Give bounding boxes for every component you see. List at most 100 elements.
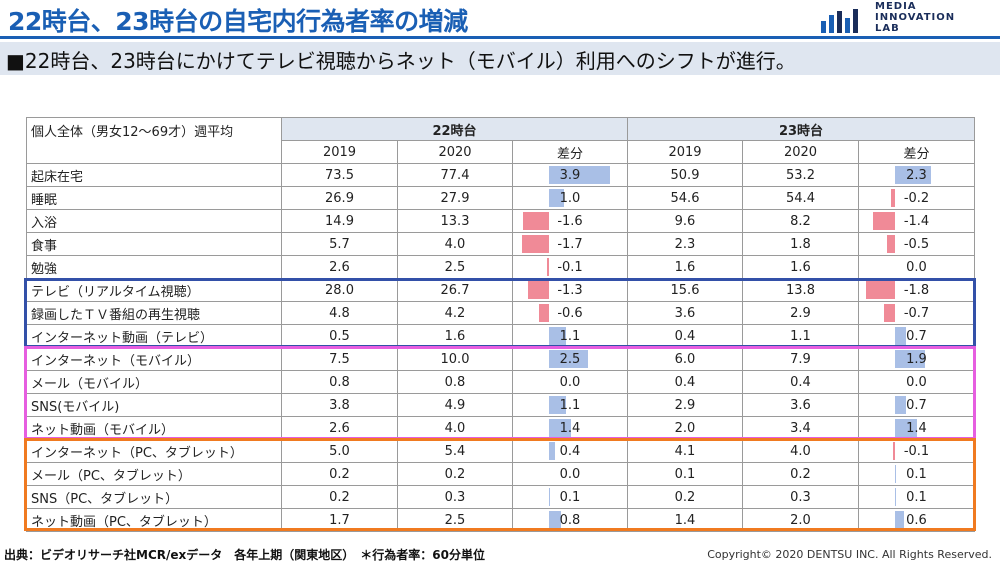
value-22h-2020: 2.5	[397, 508, 513, 532]
table-row: インターネット動画（テレビ） 0.5 1.6 1.1 0.4 1.1 0.7	[26, 324, 975, 348]
row-label: 起床在宅	[26, 163, 282, 187]
logo-bars-icon	[821, 9, 858, 33]
diff-bar	[886, 235, 895, 253]
value-22h-2020: 27.9	[397, 186, 513, 210]
table-row: ネット動画（モバイル） 2.6 4.0 1.4 2.0 3.4 1.4	[26, 416, 975, 440]
diff-bar	[893, 442, 895, 460]
diff-bar	[548, 189, 565, 207]
value-22h-2019: 2.6	[281, 416, 398, 440]
diff-22h: -1.3	[512, 278, 628, 302]
value-23h-2019: 0.4	[627, 324, 743, 348]
value-23h-2019: 9.6	[627, 209, 743, 233]
diff-bar	[894, 396, 906, 414]
diff-value: 0.8	[559, 512, 581, 528]
value-23h-2020: 0.4	[742, 370, 859, 394]
table-row: 睡眠 26.9 27.9 1.0 54.6 54.4 -0.2	[26, 186, 975, 210]
diff-value: -0.6	[557, 305, 583, 321]
table-body: 起床在宅 73.5 77.4 3.9 50.9 53.2 2.3 睡眠 26.9 27.9 1.0 5…	[26, 163, 975, 532]
diff-value: -0.5	[903, 236, 930, 252]
table-row: ネット動画（PC、タブレット） 1.7 2.5 0.8 1.4 2.0 0.6	[26, 508, 975, 532]
value-22h-2020: 4.0	[397, 232, 513, 256]
value-23h-2020: 1.8	[742, 232, 859, 256]
value-23h-2019: 2.0	[627, 416, 743, 440]
media-innovation-lab-logo: MEDIA INNOVATION LAB	[820, 1, 995, 35]
subtitle: ■22時台、23時台にかけてテレビ視聴からネット（モバイル）利用へのシフトが進行…	[6, 49, 796, 73]
header-23h-diff: 差分	[858, 140, 975, 164]
header-23h-2019: 2019	[627, 140, 743, 164]
value-23h-2020: 3.6	[742, 393, 859, 417]
diff-bar	[548, 166, 611, 184]
title-underline	[0, 36, 1000, 39]
diff-bar	[548, 419, 571, 437]
row-label: メール（モバイル）	[26, 370, 282, 394]
diff-value: 1.4	[906, 420, 927, 436]
diff-22h: 0.0	[512, 462, 628, 486]
value-22h-2020: 26.7	[397, 278, 513, 302]
table-row: 入浴 14.9 13.3 -1.6 9.6 8.2 -1.4	[26, 209, 975, 233]
diff-22h: 0.0	[512, 370, 628, 394]
value-22h-2020: 10.0	[397, 347, 513, 371]
row-label: インターネット動画（テレビ）	[26, 324, 282, 348]
value-22h-2020: 77.4	[397, 163, 513, 187]
subtitle-bar	[0, 42, 1000, 75]
diff-value: 0.1	[906, 489, 927, 505]
table-row: SNS(モバイル) 3.8 4.9 1.1 2.9 3.6 0.7	[26, 393, 975, 417]
row-label: テレビ（リアルタイム視聴）	[26, 278, 282, 302]
diff-22h: 0.4	[512, 439, 628, 463]
diff-value: 0.0	[906, 374, 927, 390]
value-23h-2020: 13.8	[742, 278, 859, 302]
value-23h-2019: 0.2	[627, 485, 743, 509]
row-label: SNS（PC、タブレット）	[26, 485, 282, 509]
header-23h: 23時台	[627, 117, 975, 141]
value-23h-2019: 1.4	[627, 508, 743, 532]
header-22h-diff: 差分	[512, 140, 628, 164]
diff-22h: 1.1	[512, 393, 628, 417]
row-label: SNS(モバイル)	[26, 393, 282, 417]
diff-value: -0.7	[903, 305, 930, 321]
value-23h-2019: 3.6	[627, 301, 743, 325]
value-22h-2019: 4.8	[281, 301, 398, 325]
diff-23h: 0.7	[858, 393, 975, 417]
value-22h-2020: 5.4	[397, 439, 513, 463]
table-row: SNS（PC、タブレット） 0.2 0.3 0.1 0.2 0.3 0.1	[26, 485, 975, 509]
copyright: Copyright© 2020 DENTSU INC. All Rights R…	[707, 548, 992, 561]
value-23h-2020: 1.6	[742, 255, 859, 279]
value-23h-2020: 2.0	[742, 508, 859, 532]
diff-22h: -0.1	[512, 255, 628, 279]
value-22h-2020: 0.8	[397, 370, 513, 394]
diff-bar	[891, 189, 895, 207]
diff-value: -1.4	[903, 213, 930, 229]
diff-23h: 0.1	[858, 462, 975, 486]
diff-23h: -1.8	[858, 278, 975, 302]
value-22h-2019: 3.8	[281, 393, 398, 417]
source-note: 出典：ビデオリサーチ社MCR/exデータ 各年上期（関東地区） ＊行為者率：60…	[4, 548, 485, 562]
value-23h-2020: 0.2	[742, 462, 859, 486]
diff-value: -1.3	[557, 282, 583, 298]
diff-bar	[894, 327, 906, 345]
diff-23h: -0.5	[858, 232, 975, 256]
diff-22h: -1.6	[512, 209, 628, 233]
row-label: 食事	[26, 232, 282, 256]
value-23h-2019: 6.0	[627, 347, 743, 371]
diff-value: -0.2	[903, 190, 930, 206]
value-22h-2019: 28.0	[281, 278, 398, 302]
diff-bar	[894, 465, 897, 483]
diff-value: -0.1	[903, 443, 930, 459]
row-label: 勉強	[26, 255, 282, 279]
diff-22h: -1.7	[512, 232, 628, 256]
table-row: メール（モバイル） 0.8 0.8 0.0 0.4 0.4 0.0	[26, 370, 975, 394]
diff-23h: -0.7	[858, 301, 975, 325]
diff-value: 1.0	[559, 190, 581, 206]
value-22h-2020: 13.3	[397, 209, 513, 233]
diff-23h: 0.6	[858, 508, 975, 532]
behavior-rate-table: 個人全体（男女12～69才）週平均 22時台 23時台 2019 2020 差分…	[26, 117, 975, 532]
diff-value: 1.9	[906, 351, 927, 367]
value-22h-2019: 1.7	[281, 508, 398, 532]
diff-bar	[547, 258, 549, 276]
value-22h-2020: 4.9	[397, 393, 513, 417]
header-22h-2020: 2020	[397, 140, 513, 164]
diff-bar	[528, 281, 549, 299]
value-23h-2019: 0.1	[627, 462, 743, 486]
diff-bar	[548, 511, 562, 529]
diff-23h: 2.3	[858, 163, 975, 187]
